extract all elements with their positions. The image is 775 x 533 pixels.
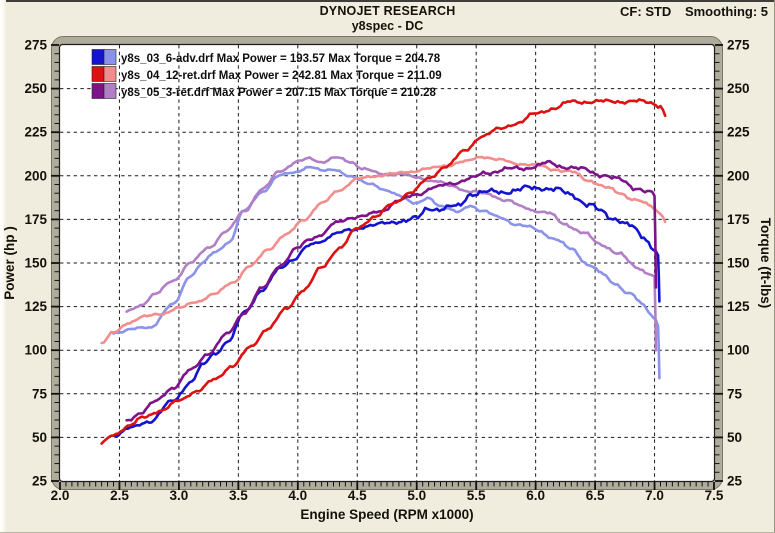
power-tick-label: 275 [24,38,47,53]
legend-power-swatch [91,66,105,82]
power-tick-label: 25 [32,474,48,489]
tick-labels: 2.0 2.5 3.0 3.5 4.0 4.5 5.0 5.5 6.0 6.5 7.0 7.525 25… [24,38,750,504]
blue-power-curve [112,184,661,438]
torque-tick-label: 75 [727,386,743,401]
rpm-axis-label: Engine Speed (RPM x1000) [300,507,473,522]
legend-label: y8s_03_6-adv.drf Max Power = 193.57 Max … [121,53,441,65]
legend-power-swatch [91,49,105,65]
torque-axis-label: Torque (ft-lbs) [758,218,773,308]
torque-tick-label: 275 [727,38,750,53]
x-tick-label: 5.0 [407,488,426,503]
x-tick-label: 6.0 [526,488,545,503]
x-tick-label: 6.5 [586,488,605,503]
legend-torque-swatch [103,83,117,99]
legend: y8s_03_6-adv.drf Max Power = 193.57 Max … [91,49,442,99]
power-tick-label: 250 [24,81,47,96]
torque-tick-label: 100 [727,343,750,358]
power-tick-label: 75 [32,386,48,401]
x-tick-label: 3.0 [170,488,189,503]
x-tick-label: 4.0 [288,488,307,503]
window-top-edge [0,0,775,2]
legend-entry-purple: y8s_05_3-ret.drf Max Power = 207.15 Max … [91,83,437,99]
x-tick-label: 2.5 [110,488,129,503]
power-tick-label: 50 [32,430,47,445]
legend-power-swatch [91,83,105,99]
power-axis-label: Power (hp ) [2,226,17,300]
window-left-edge [0,0,6,533]
power-tick-label: 175 [24,212,47,227]
power-tick-label: 150 [24,256,47,271]
x-tick-label: 7.0 [645,488,664,503]
torque-tick-label: 225 [727,125,750,140]
x-tick-label: 4.5 [348,488,367,503]
power-tick-label: 125 [24,299,47,314]
page-title: DYNOJET RESEARCH [319,4,456,18]
torque-tick-label: 250 [727,81,750,96]
x-tick-label: 2.0 [51,488,70,503]
correction-smoothing-readout: CF: STD Smoothing: 5 [620,4,768,19]
run-subtitle: y8spec - DC [351,19,424,33]
dyno-curves [100,98,667,445]
chart-generated-content: 2.0 2.5 3.0 3.5 4.0 4.5 5.0 5.5 6.0 6.5 7.0 7.525 25… [24,36,750,504]
legend-label: y8s_04_12-ret.drf Max Power = 242.81 Max… [121,70,442,82]
torque-tick-label: 25 [727,474,743,489]
x-tick-label: 7.5 [705,488,724,503]
power-tick-label: 225 [24,125,47,140]
x-tick-label: 3.5 [229,488,248,503]
red-power-curve [100,98,667,445]
legend-label: y8s_05_3-ret.drf Max Power = 207.15 Max … [121,87,437,99]
axis-ticks [51,44,723,490]
purple-torque-curve [125,156,658,352]
legend-torque-swatch [103,66,117,82]
correction-factor-label: CF: STD [620,4,672,19]
smoothing-label: Smoothing: 5 [684,4,768,19]
red-torque-curve [100,155,667,345]
torque-tick-label: 150 [727,256,750,271]
legend-torque-swatch [103,49,117,65]
torque-tick-label: 200 [727,168,750,183]
torque-tick-label: 50 [727,430,742,445]
x-tick-label: 5.5 [467,488,486,503]
legend-entry-red: y8s_04_12-ret.drf Max Power = 242.81 Max… [91,66,442,82]
torque-tick-label: 175 [727,212,750,227]
blue-torque-curve [112,165,661,380]
power-tick-label: 100 [24,343,47,358]
torque-tick-label: 125 [727,299,750,314]
legend-entry-blue: y8s_03_6-adv.drf Max Power = 193.57 Max … [91,49,441,65]
power-tick-label: 200 [24,168,47,183]
